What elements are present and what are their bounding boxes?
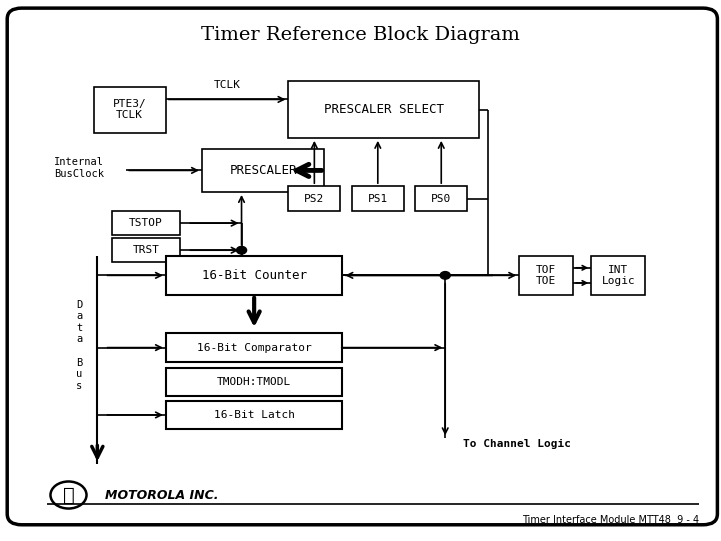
Text: TSTOP: TSTOP — [129, 218, 163, 228]
Text: To Channel Logic: To Channel Logic — [463, 439, 571, 448]
Bar — [288, 186, 340, 211]
Text: PS1: PS1 — [368, 194, 388, 203]
Bar — [112, 211, 180, 235]
Text: TCLK: TCLK — [213, 80, 241, 90]
Text: PS0: PS0 — [431, 194, 451, 203]
Circle shape — [440, 272, 450, 279]
Bar — [415, 186, 467, 211]
Text: PRESCALER SELECT: PRESCALER SELECT — [324, 103, 444, 116]
Text: TMODH:TMODL: TMODH:TMODL — [217, 377, 291, 387]
Text: 16-Bit Latch: 16-Bit Latch — [213, 410, 295, 420]
Bar — [112, 238, 180, 262]
Text: TOF
TOE: TOF TOE — [536, 265, 557, 286]
Bar — [288, 81, 479, 138]
Text: Timer Interface Module MTT48  9 - 4: Timer Interface Module MTT48 9 - 4 — [522, 515, 699, 525]
Text: Timer Reference Block Diagram: Timer Reference Block Diagram — [201, 26, 520, 44]
Circle shape — [236, 247, 247, 254]
Bar — [94, 87, 166, 133]
Text: MOTOROLA INC.: MOTOROLA INC. — [105, 489, 218, 502]
Bar — [352, 186, 404, 211]
Bar — [166, 256, 342, 295]
Text: TRST: TRST — [133, 245, 159, 255]
Text: INT
Logic: INT Logic — [601, 265, 635, 286]
Text: PTE3/
TCLK: PTE3/ TCLK — [113, 99, 146, 120]
Text: Internal
BusClock: Internal BusClock — [54, 157, 104, 179]
Bar — [166, 333, 342, 362]
FancyBboxPatch shape — [7, 8, 717, 525]
Text: 16-Bit Comparator: 16-Bit Comparator — [197, 342, 311, 353]
Text: PRESCALER: PRESCALER — [229, 164, 297, 177]
Text: PS2: PS2 — [304, 194, 324, 203]
Text: D
a
t
a
 
B
u
s: D a t a B u s — [76, 300, 82, 391]
Text: Ⓜ: Ⓜ — [63, 485, 74, 505]
Bar — [166, 368, 342, 396]
Bar — [166, 401, 342, 429]
Bar — [591, 256, 645, 295]
Text: 16-Bit Counter: 16-Bit Counter — [202, 269, 306, 282]
Bar — [202, 149, 324, 192]
Bar — [519, 256, 573, 295]
